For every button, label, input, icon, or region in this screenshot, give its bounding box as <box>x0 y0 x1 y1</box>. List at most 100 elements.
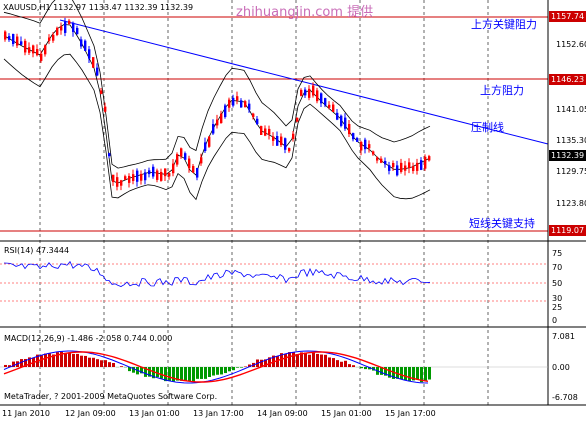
macd-histogram-bar <box>240 367 243 368</box>
price-tick: 1129.75 <box>556 167 586 176</box>
candle-body <box>48 37 51 41</box>
price-tag-top-label: 1157.74 <box>551 12 584 21</box>
candle-body <box>288 148 291 152</box>
candle-body <box>364 139 367 150</box>
price-pane[interactable] <box>0 0 586 241</box>
candle-body <box>236 96 239 101</box>
candle-body <box>68 20 71 24</box>
candle-body <box>368 144 371 149</box>
macd-histogram-bar <box>28 357 31 367</box>
candle-body <box>420 160 423 170</box>
candle-body <box>76 27 79 35</box>
macd-tick: 0.00 <box>552 363 570 372</box>
macd-histogram-bar <box>156 367 159 378</box>
macd-histogram-bar <box>88 357 91 367</box>
macd-histogram-bar <box>424 367 427 381</box>
candle-body <box>412 166 415 172</box>
candle-body <box>136 170 139 182</box>
candle-body <box>24 40 27 53</box>
macd-signal-line <box>3 351 429 383</box>
candle-body <box>232 97 235 106</box>
macd-histogram-bar <box>60 351 63 367</box>
candle-body <box>340 115 343 126</box>
macd-histogram-bar <box>84 355 87 367</box>
macd-histogram-bar <box>68 352 71 367</box>
macd-histogram-bar <box>192 367 195 382</box>
candle-body <box>248 103 251 110</box>
candle-body <box>404 165 407 171</box>
candle-body <box>80 39 83 47</box>
macd-histogram-bar <box>196 367 199 379</box>
candle-body <box>320 93 323 104</box>
candle-body <box>100 90 103 94</box>
macd-histogram-bar <box>92 357 95 367</box>
candle-body <box>144 172 147 181</box>
candle-body <box>132 174 135 181</box>
rsi-pane[interactable]: RSI(14) 47.3444 75 70 50 30 25 0 <box>0 246 562 325</box>
candle-body <box>36 49 39 56</box>
candle-body <box>428 156 431 161</box>
candle-body <box>124 176 127 180</box>
candle-body <box>276 136 279 146</box>
macd-histogram-bar <box>420 367 423 383</box>
macd-histogram-bar <box>80 355 83 367</box>
macd-label: MACD(12,26,9) -1.486 -2.058 0.744 0.000 <box>4 334 172 343</box>
macd-histogram-bar <box>224 367 227 374</box>
macd-histogram-bar <box>312 352 315 367</box>
candle-body <box>304 89 307 96</box>
candle-body <box>316 90 319 102</box>
candle-body <box>108 153 111 157</box>
candle-body <box>252 113 255 118</box>
macd-histogram-bar <box>280 353 283 367</box>
macd-histogram-bar <box>364 367 367 370</box>
macd-histogram-bar <box>428 367 431 380</box>
candle-body <box>52 34 55 41</box>
macd-histogram-bar <box>216 367 219 375</box>
macd-pane[interactable]: MACD(12,26,9) -1.486 -2.058 0.744 0.000 … <box>0 332 578 402</box>
macd-histogram-bar <box>228 367 231 372</box>
candle-body <box>272 136 275 141</box>
annotation-short-key-support: 短线关键支持 <box>469 216 535 230</box>
candle-body <box>116 177 119 187</box>
macd-histogram-bar <box>164 367 167 382</box>
macd-histogram-bar <box>248 364 251 367</box>
watermark: zhihuangjin.com 提供 <box>236 4 373 20</box>
candle-body <box>172 163 175 174</box>
candle-body <box>352 133 355 140</box>
macd-histogram-bar <box>160 367 163 379</box>
candle-body <box>4 31 7 40</box>
rsi-line <box>3 260 431 287</box>
pressure-trend-line[interactable] <box>59 19 549 145</box>
price-tag-support-label: 1119.07 <box>551 226 584 235</box>
macd-histogram-bar <box>332 358 335 367</box>
macd-histogram-bar <box>4 364 7 367</box>
candle-body <box>332 104 335 112</box>
macd-histogram-bar <box>40 355 43 367</box>
rsi-tick: 50 <box>552 279 562 288</box>
candle-body <box>32 45 35 54</box>
candle-body <box>228 99 231 108</box>
candle-body <box>380 158 383 163</box>
macd-histogram-bar <box>140 367 143 374</box>
candle-body <box>84 40 87 51</box>
candle-body <box>120 180 123 186</box>
time-tick: 13 Jan 01:00 <box>129 409 180 418</box>
macd-main-line <box>3 350 429 384</box>
candle-body <box>56 27 59 35</box>
candle-body <box>168 173 171 177</box>
macd-histogram-bar <box>416 367 419 380</box>
macd-histogram-bar <box>204 367 207 379</box>
candle-body <box>392 163 395 168</box>
macd-histogram-bar <box>244 366 247 367</box>
macd-histogram-bar <box>56 352 59 367</box>
price-tag-resistance <box>549 74 586 85</box>
price-tick: 1152.60 <box>556 40 586 49</box>
candle-body <box>328 104 331 108</box>
candle-body <box>64 21 67 33</box>
candle-body <box>160 171 163 181</box>
candle-body <box>360 141 363 151</box>
macd-histogram-bar <box>404 367 407 381</box>
macd-histogram-bar <box>292 351 295 367</box>
macd-histogram-bar <box>104 360 107 367</box>
